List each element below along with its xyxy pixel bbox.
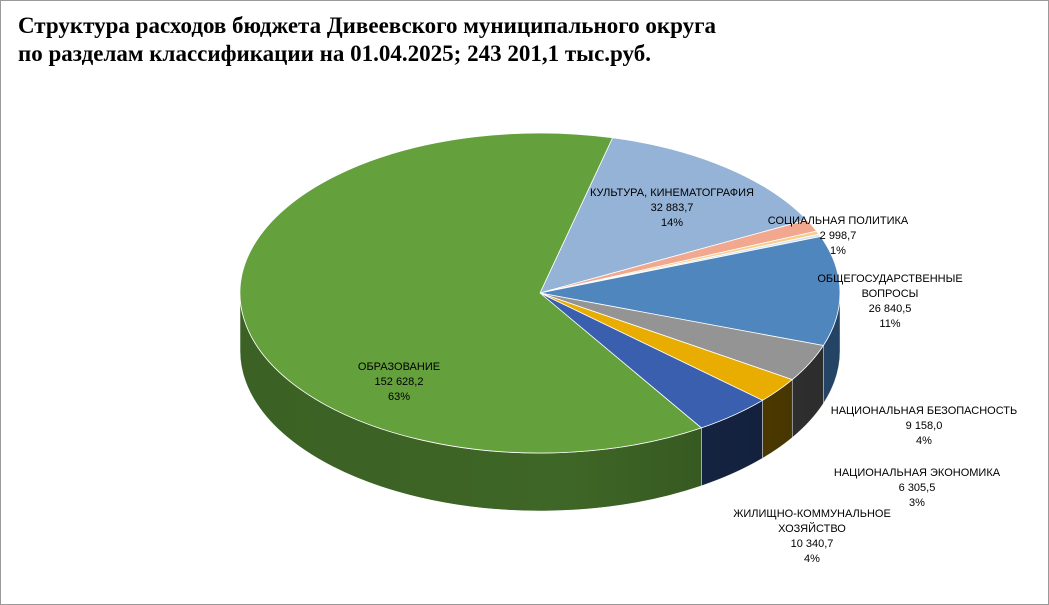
data-label-social: СОЦИАЛЬНАЯ ПОЛИТИКА 2 998,7 1% <box>768 215 909 257</box>
pie-slice-education <box>239 132 703 454</box>
chart-title: Структура расходов бюджета Дивеевского м… <box>18 12 918 68</box>
data-label-economy: НАЦИОНАЛЬНАЯ ЭКОНОМИКА 6 305,5 3% <box>834 467 1001 509</box>
pie-slice-general <box>539 236 841 346</box>
data-label-culture: КУЛЬТУРА, КИНЕМАТОГРАФИЯ 32 883,7 14% <box>590 187 754 229</box>
chart-title-line-1: Структура расходов бюджета Дивеевского м… <box>18 13 717 38</box>
pie-slice-culture <box>539 137 808 294</box>
data-label-housing: ЖИЛИЩНО-КОММУНАЛЬНОЕ ХОЗЯЙСТВО 10 340,7 4% <box>733 508 891 565</box>
data-label-security: НАЦИОНАЛЬНАЯ БЕЗОПАСНОСТЬ 9 158,0 4% <box>831 405 1017 447</box>
pie-rim-shade <box>240 293 840 511</box>
chart-title-line-2: по разделам классификации на 01.04.2025;… <box>18 41 651 66</box>
data-label-education: ОБРАЗОВАНИЕ 152 628,2 63% <box>358 361 440 403</box>
data-label-general: ОБЩЕГОСУДАРСТВЕННЫЕ ВОПРОСЫ 26 840,5 11% <box>817 273 962 330</box>
